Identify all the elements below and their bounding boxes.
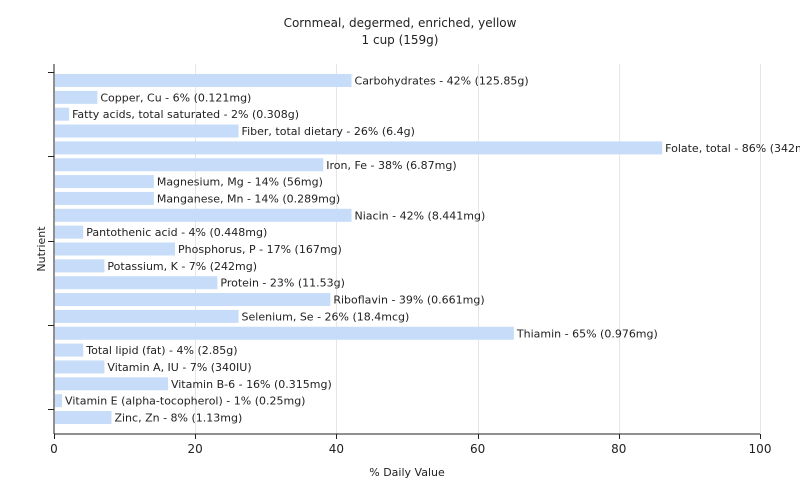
bar xyxy=(55,360,105,374)
bar xyxy=(55,124,239,138)
bar-label: Pantothenic acid - 4% (0.448mg) xyxy=(86,226,267,239)
bar xyxy=(55,276,218,290)
bar xyxy=(55,225,84,239)
bar-label: Copper, Cu - 6% (0.121mg) xyxy=(100,91,251,104)
x-tick-label: 60 xyxy=(470,442,485,456)
bar xyxy=(55,242,176,256)
x-ticks: 0 20 40 60 80 100 xyxy=(50,434,771,456)
bar-label: Carbohydrates - 42% (125.85g) xyxy=(355,75,529,88)
bar xyxy=(55,293,331,307)
bar-label: Vitamin E (alpha-tocopherol) - 1% (0.25m… xyxy=(65,395,305,408)
bar-label: Manganese, Mn - 14% (0.289mg) xyxy=(157,192,340,205)
bar-label: Selenium, Se - 26% (18.4mcg) xyxy=(242,310,410,323)
bar xyxy=(55,309,239,323)
bar-label: Niacin - 42% (8.441mg) xyxy=(355,209,486,222)
bar-label: Folate, total - 86% (342mcg) xyxy=(665,142,800,155)
y-ticks xyxy=(48,72,54,410)
x-tick-label: 0 xyxy=(50,442,58,456)
bar-label: Fiber, total dietary - 26% (6.4g) xyxy=(242,125,415,138)
bar-label: Thiamin - 65% (0.976mg) xyxy=(516,327,658,340)
x-tick-label: 80 xyxy=(611,442,626,456)
bar xyxy=(55,411,112,424)
bar xyxy=(55,74,352,87)
bar-label: Zinc, Zn - 8% (1.13mg) xyxy=(114,412,242,425)
bars xyxy=(55,74,663,424)
bar xyxy=(55,141,663,155)
bar-label: Total lipid (fat) - 4% (2.85g) xyxy=(85,344,237,357)
bar xyxy=(55,343,84,357)
x-tick-label: 20 xyxy=(188,442,203,456)
bar-label: Magnesium, Mg - 14% (56mg) xyxy=(157,176,323,189)
bar xyxy=(55,326,514,340)
bar xyxy=(55,90,98,104)
gridlines xyxy=(195,64,761,434)
x-tick-label: 40 xyxy=(329,442,344,456)
bar xyxy=(55,377,168,391)
bar xyxy=(55,259,105,273)
bar xyxy=(55,394,63,408)
y-axis-label: Nutrient xyxy=(35,226,48,272)
bar-labels: Carbohydrates - 42% (125.85g) Copper, Cu … xyxy=(65,75,800,425)
bar xyxy=(55,191,154,205)
bar-label: Protein - 23% (11.53g) xyxy=(220,277,345,290)
bar-label: Iron, Fe - 38% (6.87mg) xyxy=(326,159,456,172)
bar-label: Vitamin A, IU - 7% (340IU) xyxy=(107,361,251,374)
bar xyxy=(55,208,352,222)
bar xyxy=(55,107,70,121)
bar-label: Riboflavin - 39% (0.661mg) xyxy=(333,294,484,307)
bar-label: Fatty acids, total saturated - 2% (0.308… xyxy=(72,108,299,121)
bar xyxy=(55,158,324,172)
chart-title: Cornmeal, degermed, enriched, yellow xyxy=(284,16,517,30)
bar xyxy=(55,175,154,189)
x-tick-label: 100 xyxy=(749,442,772,456)
bar-label: Vitamin B-6 - 16% (0.315mg) xyxy=(171,378,332,391)
bar-label: Potassium, K - 7% (242mg) xyxy=(107,260,257,273)
chart-subtitle: 1 cup (159g) xyxy=(362,33,439,47)
bar-label: Phosphorus, P - 17% (167mg) xyxy=(178,243,342,256)
x-axis-label: % Daily Value xyxy=(369,466,445,479)
